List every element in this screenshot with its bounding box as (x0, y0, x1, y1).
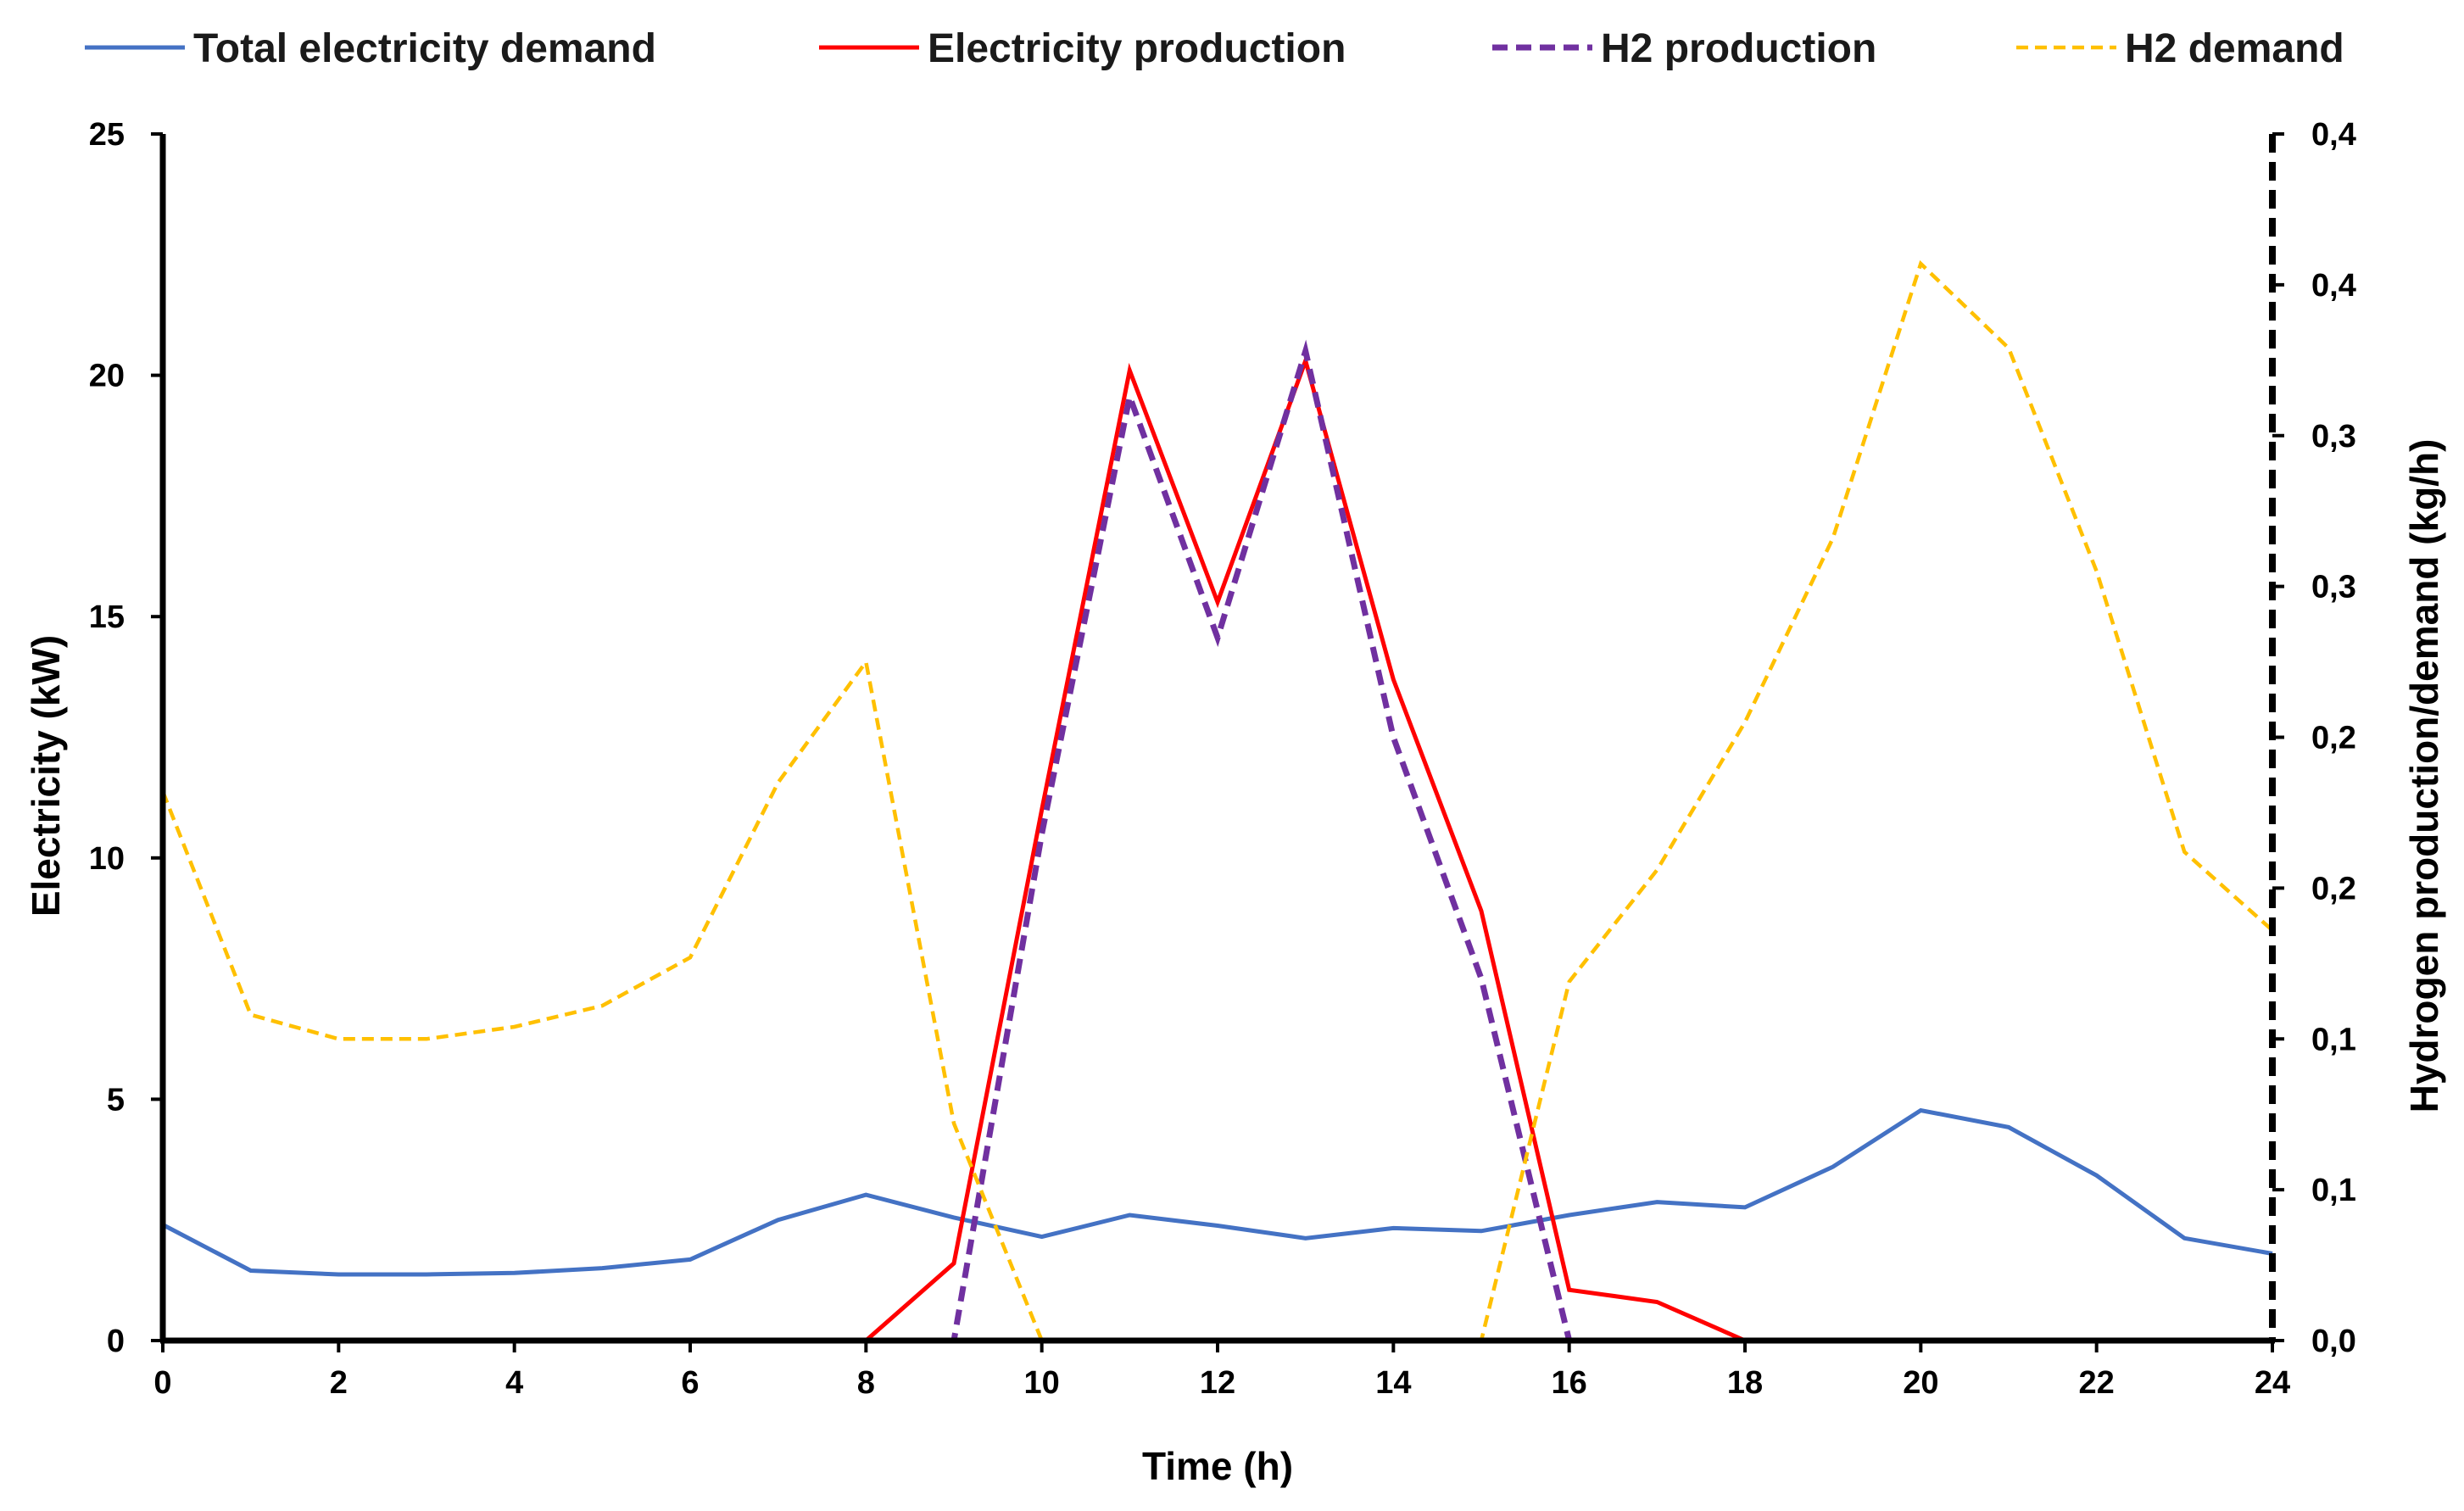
y-tick-label-right: 0,4 (2311, 117, 2356, 153)
y-tick-label-left: 15 (89, 599, 125, 635)
legend-label: Electricity production (928, 26, 1346, 71)
ticks: 0 2 4 6 8 10 12 14 16 18 20 22 2405101520250,00,10,1… (89, 117, 2356, 1401)
legend-label: H2 production (1601, 26, 1876, 71)
x-tick-label: 0 (153, 1365, 171, 1401)
x-tick-label: 2 (330, 1365, 348, 1401)
axes (159, 134, 2276, 1344)
series-line-total-electricity-demand (161, 1107, 2273, 1277)
series-line-h2-demand (160, 259, 2274, 1343)
series-line-electricity-production (163, 354, 2272, 1343)
y-tick-label-right: 0,2 (2311, 721, 2356, 756)
y-tick-label-right: 0,0 (2311, 1324, 2356, 1359)
x-tick-label: 8 (857, 1365, 875, 1401)
x-axis-title: Time (h) (1142, 1444, 1293, 1488)
x-tick-label: 6 (681, 1365, 699, 1401)
x-tick-label: 18 (1727, 1365, 1763, 1401)
x-tick-label: 16 (1552, 1365, 1587, 1401)
legend-label: Total electricity demand (193, 26, 656, 71)
y-tick-label-left: 0 (107, 1324, 125, 1359)
y-tick-label-right: 0,1 (2311, 1022, 2356, 1057)
x-tick-label: 14 (1375, 1365, 1411, 1401)
y-tick-label-left: 5 (107, 1082, 125, 1118)
plot-series (160, 259, 2274, 1344)
y-tick-label-right: 0,3 (2311, 419, 2356, 454)
y-tick-label-right: 0,2 (2311, 871, 2356, 906)
y-tick-label-right: 0,4 (2311, 268, 2356, 304)
x-tick-label: 10 (1024, 1365, 1060, 1401)
x-tick-label: 4 (505, 1365, 523, 1401)
y-axis-title-right: Hydrogen production/demand (kg/h) (2402, 439, 2446, 1113)
y-tick-label-left: 20 (89, 359, 125, 394)
x-tick-label: 24 (2255, 1365, 2290, 1401)
x-tick-label: 12 (1200, 1365, 1235, 1401)
y-tick-label-right: 0,3 (2311, 570, 2356, 605)
legend-label: H2 demand (2125, 26, 2344, 71)
y-tick-label-right: 0,1 (2311, 1173, 2356, 1208)
x-tick-label: 20 (1903, 1365, 1938, 1401)
y-tick-label-left: 25 (89, 117, 125, 153)
x-tick-label: 22 (2079, 1365, 2115, 1401)
y-tick-label-left: 10 (89, 841, 125, 877)
y-axis-title-left: Electricity (kW) (24, 635, 68, 917)
legend: Total electricity demand Electricity prod… (85, 26, 2344, 71)
series-line-h2-production (163, 339, 2272, 1344)
